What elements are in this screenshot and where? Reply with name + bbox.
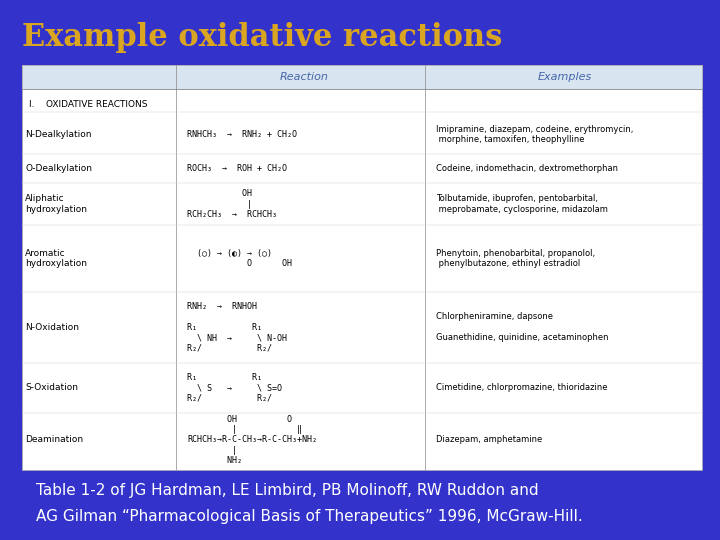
- Text: Cimetidine, chlorpromazine, thioridazine: Cimetidine, chlorpromazine, thioridazine: [436, 383, 607, 393]
- Text: Reaction: Reaction: [280, 72, 328, 82]
- Text: N-Oxidation: N-Oxidation: [25, 323, 79, 332]
- Text: RNHCH₃  →  RNH₂ + CH₂O: RNHCH₃ → RNH₂ + CH₂O: [187, 130, 297, 139]
- Text: Imipramine, diazepam, codeine, erythromycin,
 morphine, tamoxifen, theophylline: Imipramine, diazepam, codeine, erythromy…: [436, 125, 633, 144]
- Text: Deamination: Deamination: [25, 435, 84, 444]
- Bar: [22, 65, 702, 89]
- Text: Table 1-2 of JG Hardman, LE Limbird, PB Molinoff, RW Ruddon and: Table 1-2 of JG Hardman, LE Limbird, PB …: [36, 483, 539, 498]
- Text: O-Dealkylation: O-Dealkylation: [25, 164, 92, 173]
- Text: OH
            |
RCH₂CH₃  →  RCHCH₃: OH | RCH₂CH₃ → RCHCH₃: [187, 190, 277, 219]
- Bar: [22, 65, 702, 470]
- Text: Aromatic
hydroxylation: Aromatic hydroxylation: [25, 249, 87, 268]
- Text: ROCH₃  →  ROH + CH₂O: ROCH₃ → ROH + CH₂O: [187, 164, 287, 173]
- Text: Example oxidative reactions: Example oxidative reactions: [22, 22, 502, 52]
- Text: Phenytoin, phenobarbital, propanolol,
 phenylbutazone, ethinyl estradiol: Phenytoin, phenobarbital, propanolol, ph…: [436, 249, 595, 268]
- Text: Examples: Examples: [538, 72, 593, 82]
- Text: Chlorpheniramine, dapsone

Guanethidine, quinidine, acetaminophen: Chlorpheniramine, dapsone Guanethidine, …: [436, 313, 608, 342]
- Text: Diazepam, amphetamine: Diazepam, amphetamine: [436, 435, 542, 444]
- Text: R₁           R₁
  \ S   →     \ S=O
R₂/           R₂/: R₁ R₁ \ S → \ S=O R₂/ R₂/: [187, 373, 282, 403]
- Text: N-Dealkylation: N-Dealkylation: [25, 130, 91, 139]
- Text: S-Oxidation: S-Oxidation: [25, 383, 78, 393]
- Text: I.    OXIDATIVE REACTIONS: I. OXIDATIVE REACTIONS: [29, 100, 148, 109]
- Text: AG Gilman “Pharmacological Basis of Therapeutics” 1996, McGraw-Hill.: AG Gilman “Pharmacological Basis of Ther…: [36, 509, 582, 524]
- Text: Codeine, indomethacin, dextromethorphan: Codeine, indomethacin, dextromethorphan: [436, 164, 618, 173]
- Text: OH          O
         |            ‖
RCHCH₃→R-C-CH₃→R-C-CH₃+NH₂
         |
    : OH O | ‖ RCHCH₃→R-C-CH₃→R-C-CH₃+NH₂ |: [187, 415, 318, 465]
- Text: (○) → (◐) → (○)
            O      OH: (○) → (◐) → (○) O OH: [187, 249, 292, 268]
- Text: Aliphatic
hydroxylation: Aliphatic hydroxylation: [25, 194, 87, 214]
- Text: RNH₂  →  RNHOH

R₁           R₁
  \ NH  →     \ N-OH
R₂/           R₂/: RNH₂ → RNHOH R₁ R₁ \ NH → \ N-OH R₂/ R₂/: [187, 302, 287, 353]
- Text: Tolbutamide, ibuprofen, pentobarbital,
 meprobamate, cyclosporine, midazolam: Tolbutamide, ibuprofen, pentobarbital, m…: [436, 194, 608, 214]
